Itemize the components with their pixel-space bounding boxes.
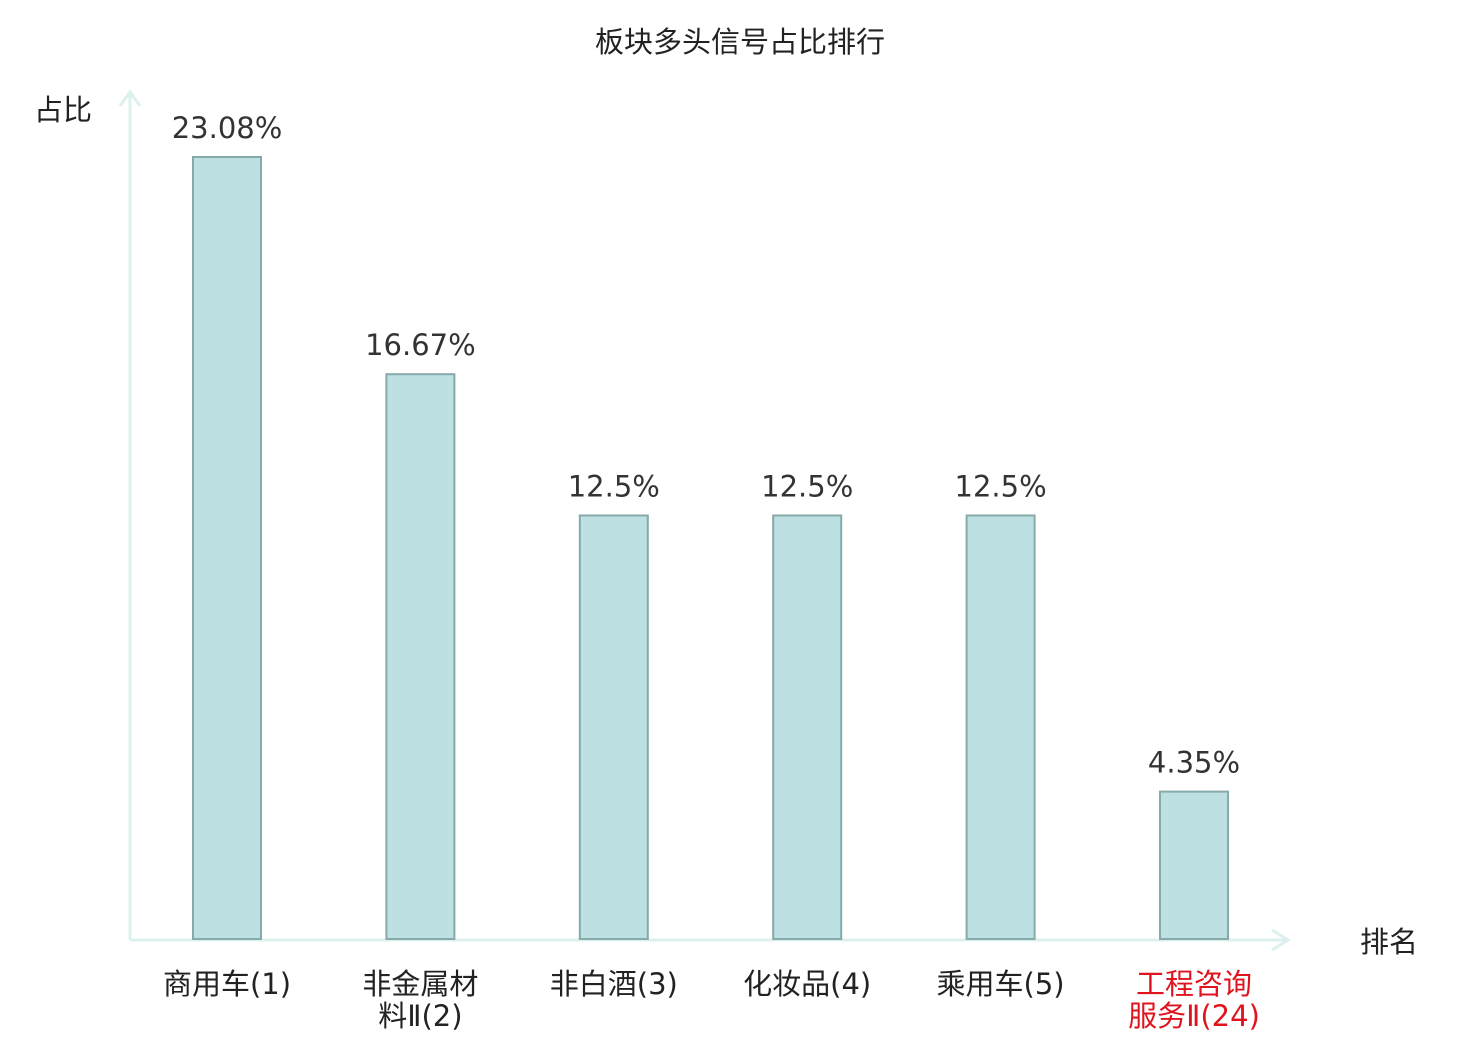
bars	[192, 156, 1229, 940]
value-label-4: 12.5%	[761, 470, 853, 504]
y-axis-arrow	[118, 89, 142, 107]
bar-1	[192, 156, 262, 940]
value-labels: 23.08% 16.67% 12.5% 12.5% 12.5% 4.35%	[172, 111, 1240, 780]
category-label-4: 化妆品(4)	[743, 967, 871, 1001]
bar-5	[965, 514, 1036, 940]
value-label-2: 16.67%	[365, 328, 476, 362]
y-axis-label: 占比	[34, 93, 92, 127]
value-label-6: 4.35%	[1148, 746, 1240, 780]
category-label-1: 商用车(1)	[163, 967, 291, 1001]
value-label-1: 23.08%	[172, 111, 283, 145]
value-label-3: 12.5%	[568, 470, 660, 504]
category-label-2-line-2: 料Ⅱ(2)	[378, 999, 462, 1033]
bar-6	[1159, 790, 1229, 940]
bar-2	[385, 373, 456, 940]
category-label-5: 乘用车(5)	[937, 967, 1065, 1001]
category-label-2-line-1: 非金属材	[362, 967, 478, 1001]
bar-3	[578, 514, 649, 940]
category-label-6-line-2: 服务Ⅱ(24)	[1128, 999, 1260, 1033]
category-label-6-line-1: 工程咨询	[1136, 967, 1252, 1001]
axes	[118, 89, 1291, 952]
bar-4	[772, 514, 843, 940]
chart-title: 板块多头信号占比排行	[595, 25, 885, 59]
x-axis-arrow	[1271, 928, 1291, 952]
category-label-3: 非白酒(3)	[550, 967, 678, 1001]
x-axis-label: 排名	[1360, 925, 1418, 959]
value-label-5: 12.5%	[955, 470, 1047, 504]
